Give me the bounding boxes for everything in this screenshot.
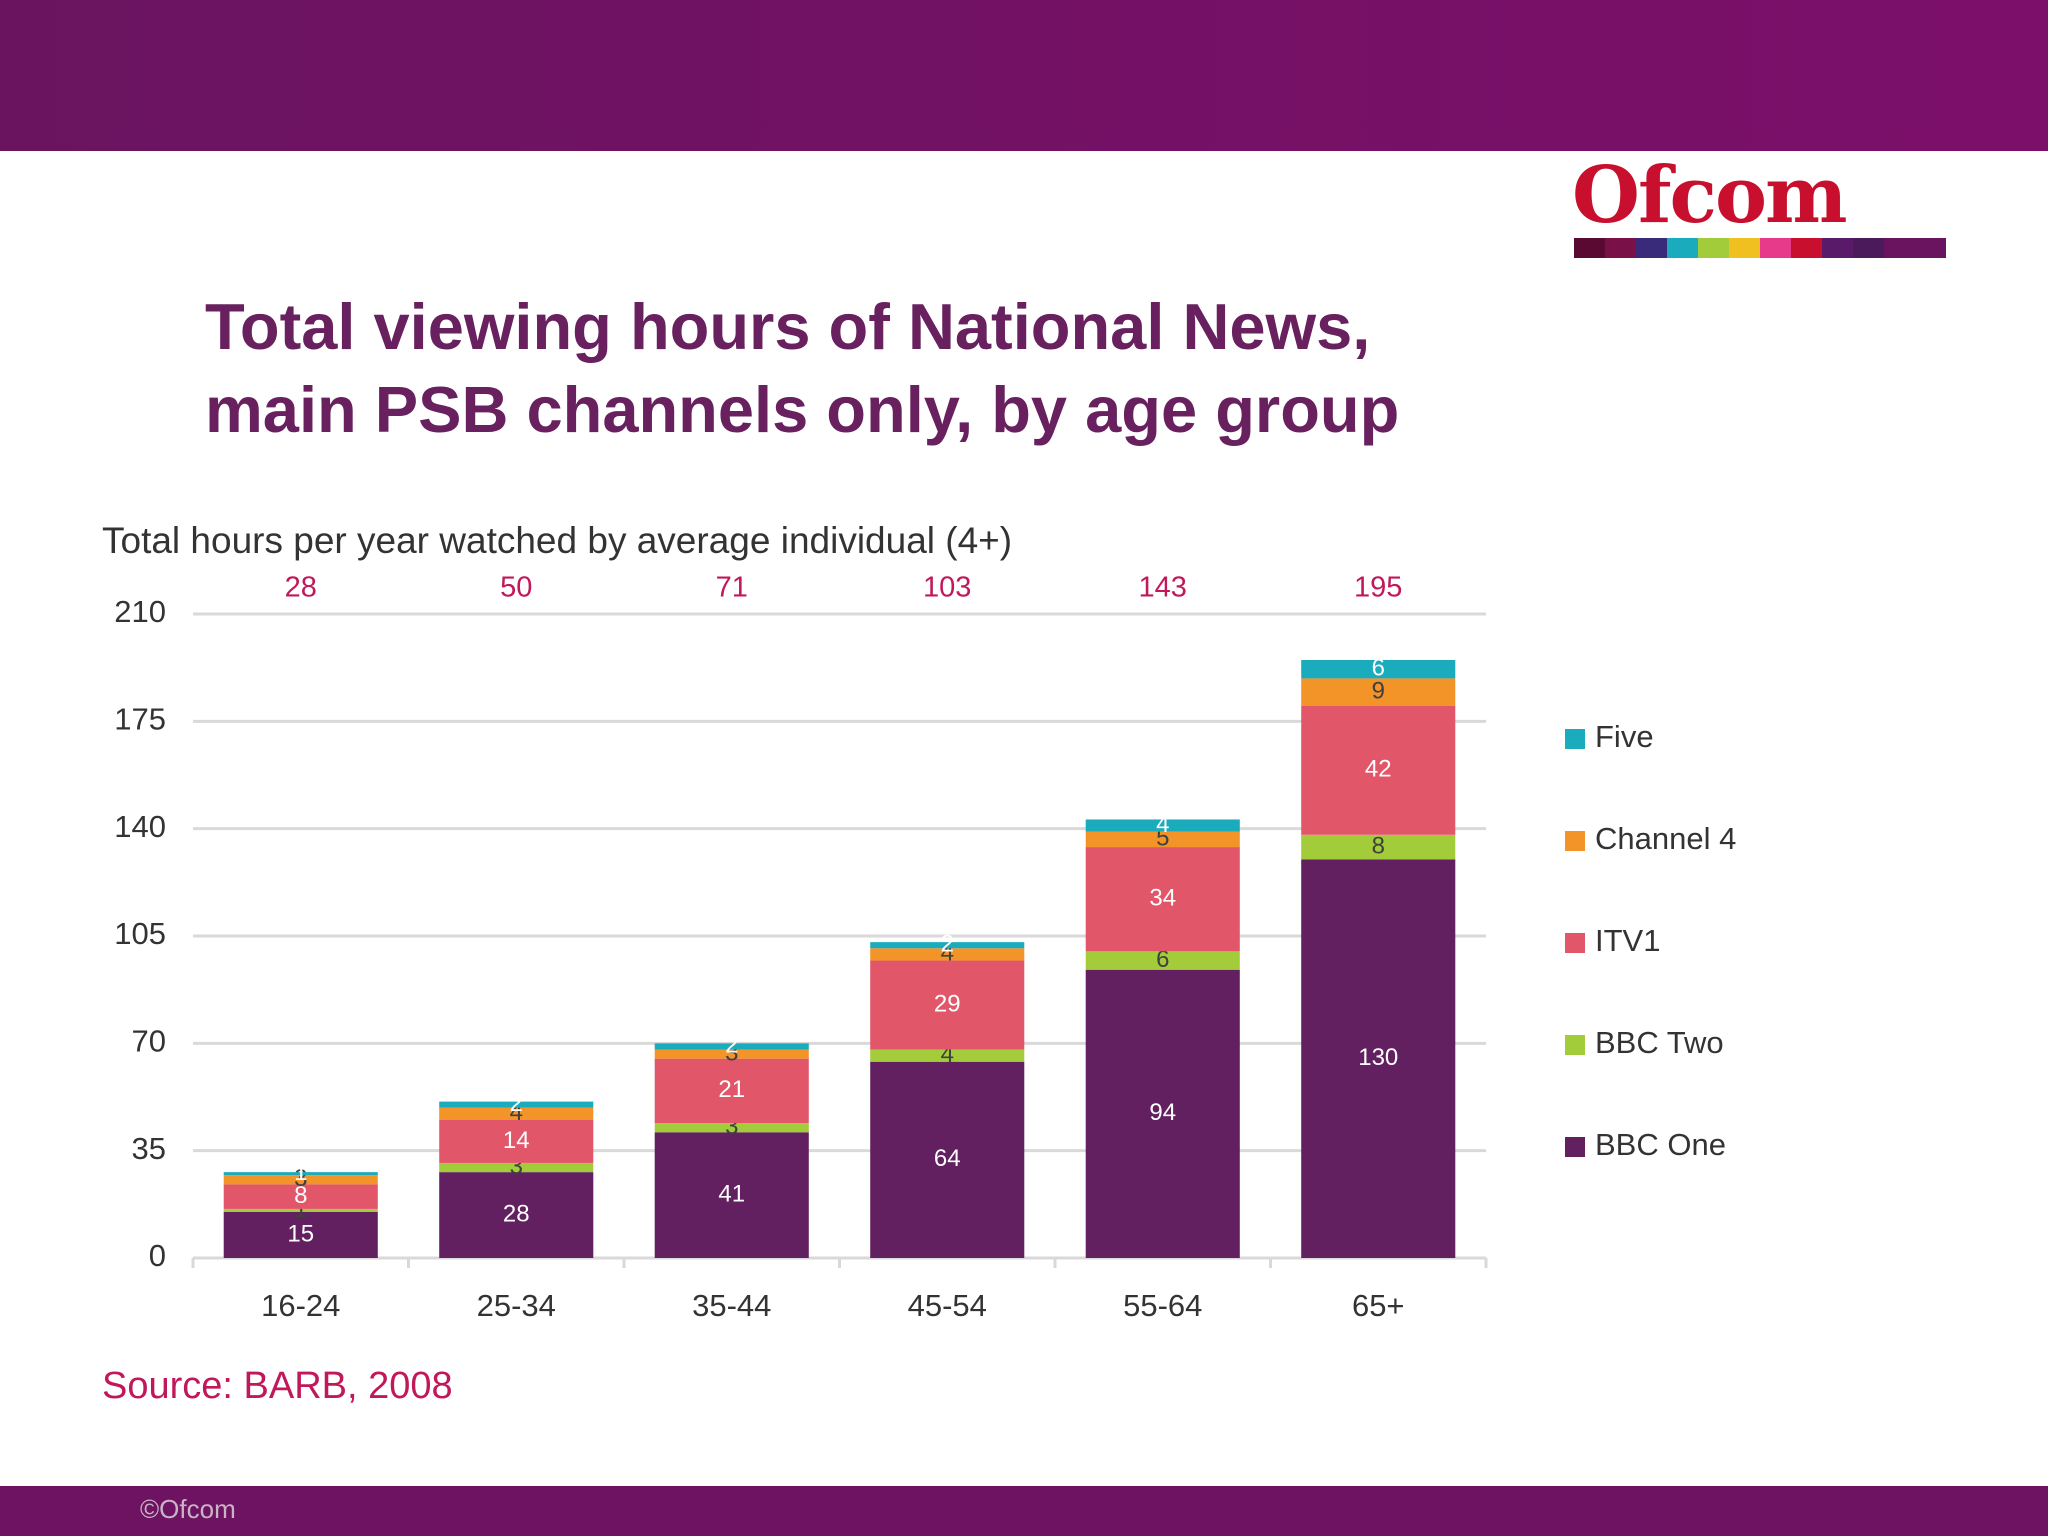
data-label: 15: [287, 1220, 314, 1247]
x-tick-label: 35-44: [692, 1288, 771, 1323]
data-label: 2: [725, 1032, 738, 1059]
bar-segment: [870, 1049, 1025, 1062]
header-band: [0, 0, 2048, 151]
data-label: 34: [1149, 885, 1176, 912]
bar-segment: [1301, 678, 1456, 706]
bar-segment: [654, 1123, 809, 1133]
data-label: 4: [1156, 811, 1169, 838]
bar-segment: [439, 1107, 594, 1120]
total-label: 28: [285, 572, 317, 604]
data-label: 94: [1149, 1099, 1176, 1126]
total-label: 143: [1139, 572, 1187, 604]
y-axis-label: Total hours per year watched by average …: [102, 520, 1012, 561]
data-label: 9: [1372, 678, 1385, 705]
total-label: 50: [500, 572, 532, 604]
data-label: 29: [934, 990, 961, 1017]
data-label: 1: [294, 1159, 307, 1186]
chart-title: Total viewing hours of National News, ma…: [205, 290, 1400, 446]
bar-segment: [1085, 951, 1240, 970]
data-label: 2: [941, 931, 954, 958]
y-tick-label: 140: [114, 809, 166, 844]
bar-segment: [223, 1172, 378, 1176]
bar-segment: [654, 1132, 809, 1258]
data-label: 14: [503, 1127, 530, 1154]
bar-segment: [1085, 847, 1240, 952]
legend-label: Channel 4: [1595, 821, 1736, 856]
bar-segment: [1085, 819, 1240, 832]
bar-segment: [654, 1058, 809, 1124]
legend-label: BBC Two: [1595, 1025, 1724, 1060]
bar-segment: [1301, 834, 1456, 860]
logo-stripe: [1574, 238, 1946, 258]
bar-segment: [439, 1162, 594, 1173]
y-tick-label: 105: [114, 916, 166, 951]
data-label: 64: [934, 1145, 961, 1172]
x-tick-label: 55-64: [1123, 1288, 1202, 1323]
bar-segment: [1085, 831, 1240, 848]
logo: Ofcom: [1572, 150, 1848, 241]
legend-swatch: [1565, 831, 1585, 851]
legend-swatch: [1565, 729, 1585, 749]
bar-segment: [1301, 706, 1456, 835]
legend-swatch: [1565, 1137, 1585, 1157]
bar-segment: [223, 1175, 378, 1185]
data-label: 6: [1372, 655, 1385, 682]
total-label: 195: [1354, 572, 1402, 604]
total-label: 71: [716, 572, 748, 604]
data-label: 2: [510, 1090, 523, 1117]
legend-label: Five: [1595, 719, 1654, 754]
data-label: 130: [1358, 1044, 1398, 1071]
legend-label: ITV1: [1595, 923, 1660, 958]
data-label: 21: [718, 1076, 745, 1103]
bar-segment: [439, 1172, 594, 1258]
bar-segment: [1085, 969, 1240, 1258]
bar-segment: [439, 1101, 594, 1108]
bar-segment: [439, 1120, 594, 1163]
legend-label: BBC One: [1595, 1127, 1726, 1162]
source: Source: BARB, 2008: [102, 1365, 453, 1407]
footer-band: [0, 1486, 2048, 1536]
footer-text: ©Ofcom: [140, 1494, 236, 1524]
legend-swatch: [1565, 933, 1585, 953]
y-tick-label: 175: [114, 702, 166, 737]
bar-segment: [223, 1208, 378, 1212]
bar-segment: [870, 948, 1025, 961]
data-label: 42: [1365, 756, 1392, 783]
total-label: 103: [923, 572, 971, 604]
bar-segment: [1301, 660, 1456, 679]
data-label: 41: [718, 1180, 745, 1207]
bar-segment: [1301, 859, 1456, 1258]
data-label: 6: [1156, 946, 1169, 973]
x-tick-label: 65+: [1352, 1288, 1405, 1323]
x-tick-label: 16-24: [261, 1288, 340, 1323]
bar-segment: [870, 1061, 1025, 1258]
x-tick-label: 45-54: [908, 1288, 987, 1323]
bar-segment: [654, 1049, 809, 1059]
y-tick-label: 0: [149, 1238, 166, 1273]
bar-segment: [654, 1043, 809, 1050]
y-tick-label: 70: [132, 1024, 166, 1059]
bar-segment: [870, 960, 1025, 1050]
bar-segment: [870, 942, 1025, 949]
y-tick-label: 35: [132, 1131, 166, 1166]
data-label: 3: [294, 1165, 307, 1192]
legend-swatch: [1565, 1035, 1585, 1055]
bar-segment: [223, 1184, 378, 1209]
data-label: 28: [503, 1200, 530, 1227]
y-tick-label: 210: [114, 594, 166, 629]
x-tick-label: 25-34: [477, 1288, 556, 1323]
data-label: 8: [1372, 832, 1385, 859]
data-label: 8: [294, 1182, 307, 1209]
bar-segment: [223, 1212, 378, 1258]
